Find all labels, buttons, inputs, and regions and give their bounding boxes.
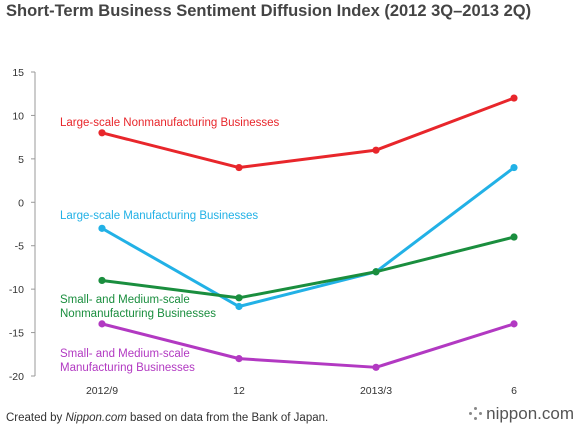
y-tick-label: 15 — [12, 67, 24, 79]
series-label: Large-scale Manufacturing Businesses — [60, 210, 258, 222]
series-line — [100, 235, 516, 300]
logo-dots-icon — [469, 407, 483, 421]
y-tick-label: -20 — [9, 371, 24, 383]
y-tick-label: 10 — [12, 110, 24, 122]
series-label-line: Large-scale Nonmanufacturing Businesses — [60, 117, 280, 129]
y-tick-label: -15 — [9, 328, 24, 340]
y-tick-label: -10 — [9, 284, 24, 296]
x-tick-label: 2012/9 — [86, 385, 118, 397]
x-tick-label: 2013/3 — [360, 385, 392, 397]
y-tick-label: 0 — [18, 197, 24, 209]
data-point — [98, 276, 106, 285]
data-point — [235, 163, 243, 172]
chart-series — [98, 94, 518, 371]
series-label: Small- and Medium-scale Manufacturing Bus… — [60, 348, 195, 374]
series-label-line: Small- and Medium-scale — [60, 348, 190, 360]
data-point — [372, 363, 380, 371]
series-label-line: Large-scale Manufacturing Businesses — [60, 210, 258, 222]
data-point — [98, 129, 106, 137]
source-credit: Created by Nippon.com based on data from… — [6, 412, 328, 424]
series-line — [100, 166, 516, 309]
x-tick-label: 12 — [233, 385, 245, 397]
data-point — [98, 320, 106, 328]
data-point — [510, 94, 518, 102]
logo-text: nippon.com — [486, 404, 574, 423]
data-point — [372, 268, 380, 276]
data-point — [510, 163, 518, 172]
data-point — [98, 224, 106, 232]
y-tick-label: -5 — [15, 241, 24, 253]
series-line — [100, 322, 516, 369]
x-tick-label: 6 — [511, 385, 517, 397]
chart-axes: 15 10 5 0 -5 -10 -15 -20 2012/9 12 2013/3 6 — [9, 67, 517, 397]
series-label: Large-scale Nonmanufacturing Businesses — [60, 117, 280, 129]
series-label-line: Nonmanufacturing Businesses — [60, 308, 216, 320]
series-line — [100, 96, 516, 170]
y-tick-label: 5 — [18, 154, 24, 166]
credit-prefix: Created by — [6, 412, 66, 424]
data-point — [510, 320, 518, 328]
data-point — [235, 302, 243, 311]
data-point — [510, 233, 518, 241]
data-point — [235, 294, 243, 302]
credit-site: Nippon.com — [65, 412, 127, 424]
series-label-line: Small- and Medium-scale — [60, 294, 190, 306]
series-label-line: Manufacturing Businesses — [60, 362, 195, 374]
nippon-logo: nippon.com — [469, 404, 574, 424]
series-label: Small- and Medium-scale Nonmanufacturing … — [60, 294, 216, 320]
credit-suffix: based on data from the Bank of Japan. — [126, 412, 329, 424]
data-point — [235, 355, 243, 363]
series-labels: Large-scale Nonmanufacturing Businesses L… — [60, 117, 280, 374]
chart-title: Short-Term Business Sentiment Diffusion … — [6, 2, 532, 20]
data-point — [372, 146, 380, 154]
